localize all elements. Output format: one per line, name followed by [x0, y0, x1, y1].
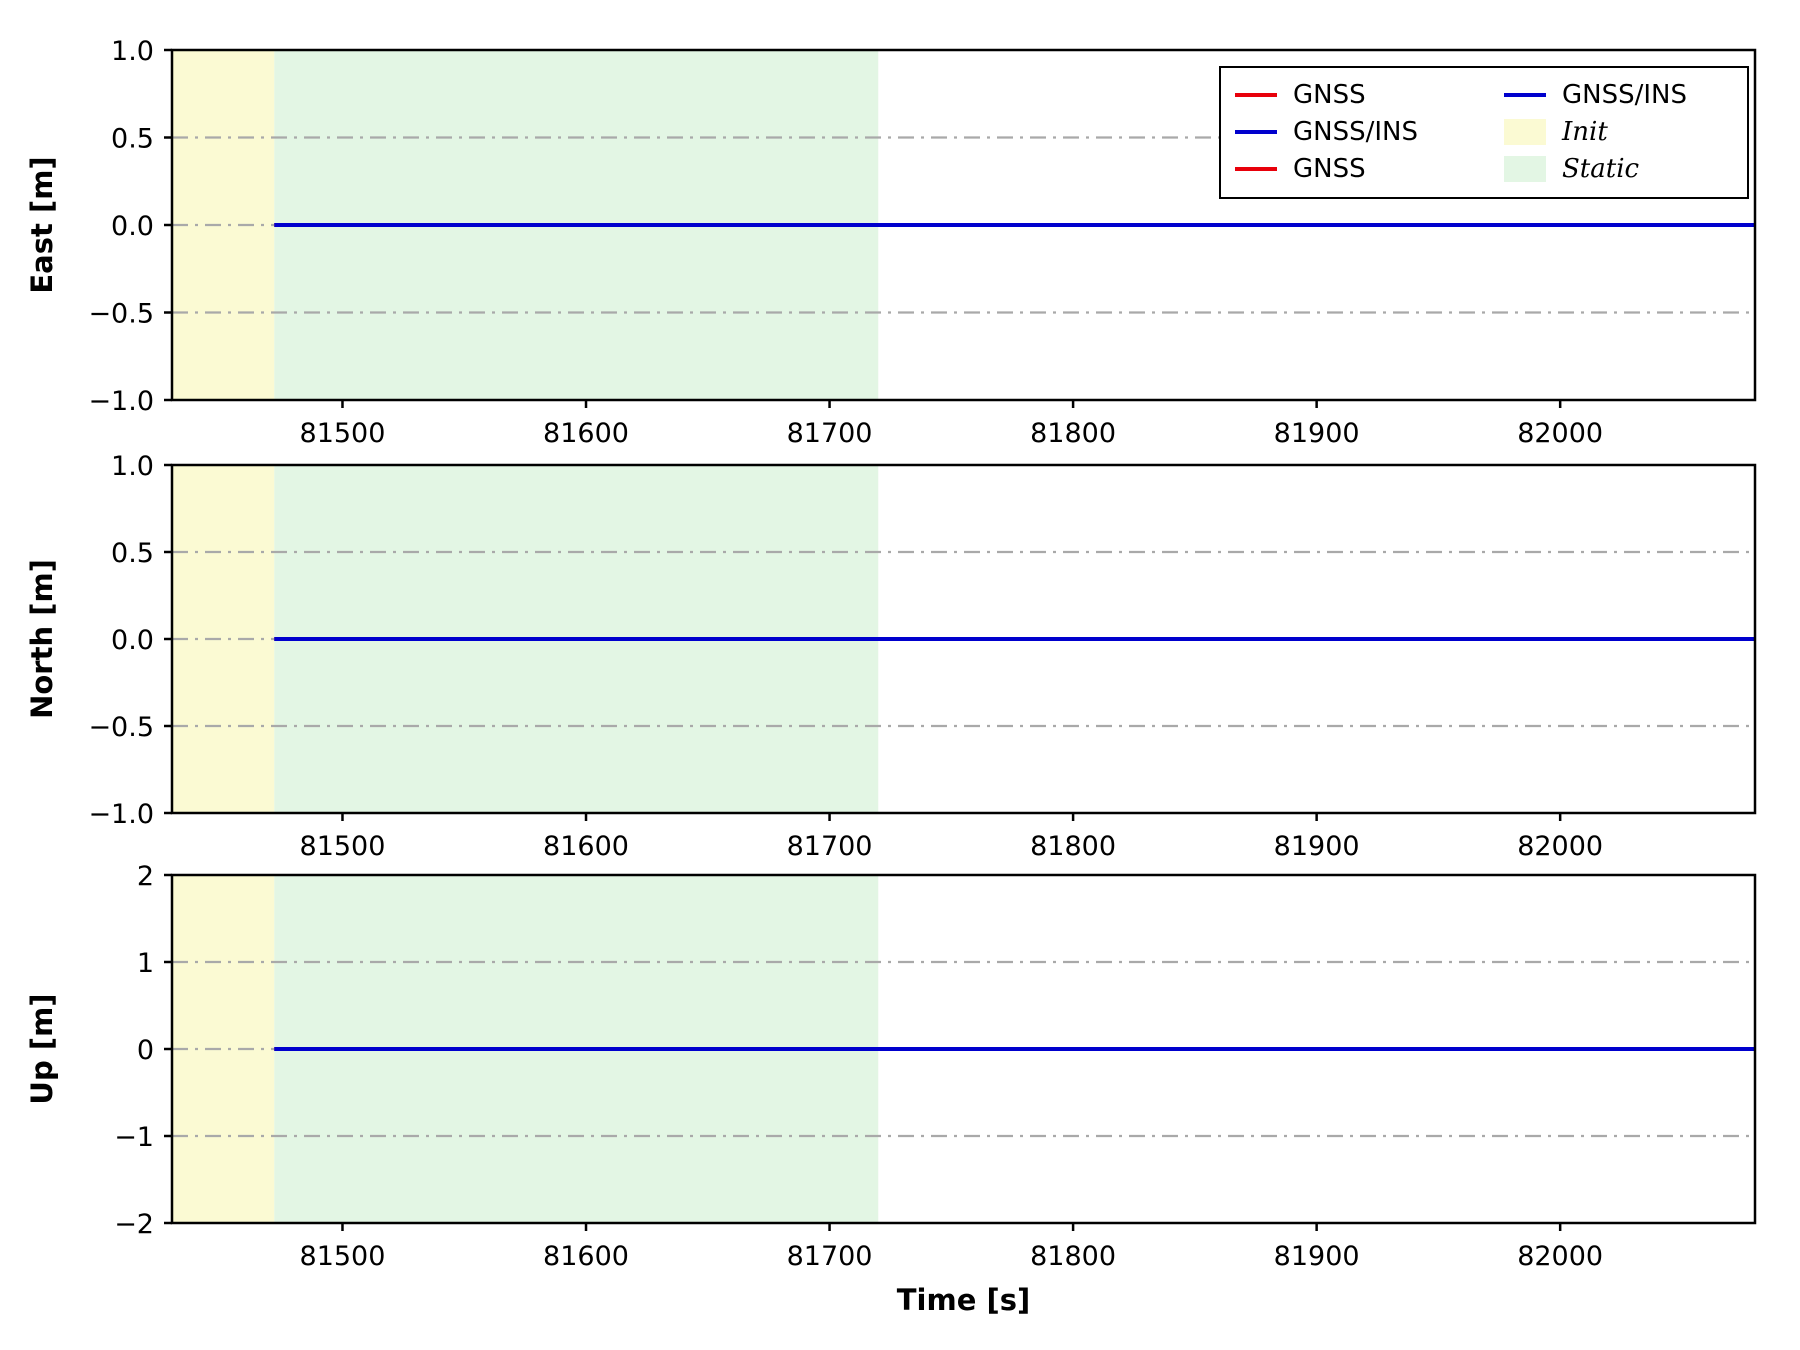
- region-init: [172, 875, 275, 1223]
- subplot-up: −2 −1 0 1 2 81500 81600 81700 81800 81900 82000 Up …: [25, 861, 1757, 1272]
- x-tick-label: 81700: [787, 418, 873, 449]
- y-tick-label: 1.0: [111, 451, 154, 482]
- region-init: [172, 50, 275, 400]
- x-axis-label: Time [s]: [896, 1283, 1031, 1317]
- x-tick-label: 81600: [543, 831, 629, 862]
- y-tick-label: 0.5: [111, 124, 154, 155]
- y-tick-label: 2: [137, 861, 154, 892]
- x-tick-label: 81800: [1030, 418, 1116, 449]
- legend-patch-swatch: [1504, 118, 1546, 145]
- y-tick-label: 0: [137, 1035, 154, 1066]
- y-tick-label: 1.0: [111, 36, 154, 67]
- legend: GNSS GNSS/INS GNSS GNSS/INS Init Static: [1219, 66, 1749, 199]
- subplot-north: −1.0 −0.5 0.0 0.5 1.0 81500 81600 81700 81800 819…: [25, 451, 1757, 862]
- x-tick-label: 81900: [1274, 1241, 1360, 1272]
- legend-item: GNSS/INS: [1235, 113, 1460, 150]
- y-axis-label: North [m]: [25, 559, 59, 719]
- legend-item: Init: [1504, 113, 1729, 150]
- y-axis-label: Up [m]: [25, 993, 59, 1104]
- x-tick-label: 81800: [1030, 1241, 1116, 1272]
- x-tick-label: 81700: [787, 831, 873, 862]
- legend-label: GNSS: [1293, 153, 1366, 184]
- x-tick-label: 81500: [300, 418, 386, 449]
- y-tick-label: −1.0: [88, 386, 154, 417]
- legend-label: GNSS: [1293, 79, 1366, 110]
- legend-line-swatch: [1235, 92, 1277, 97]
- x-tick-label: 82000: [1517, 831, 1603, 862]
- legend-item: GNSS/INS: [1504, 76, 1729, 113]
- legend-patch-swatch: [1504, 155, 1546, 182]
- legend-column: GNSS GNSS/INS GNSS: [1235, 76, 1460, 187]
- legend-item: GNSS: [1235, 76, 1460, 113]
- y-tick-label: −2: [114, 1209, 154, 1240]
- x-tick-label: 82000: [1517, 1241, 1603, 1272]
- y-tick-label: 0.0: [111, 211, 154, 242]
- y-tick-label: −1: [114, 1122, 154, 1153]
- subplot-east: −1.0 −0.5 0.0 0.5 1.0 81500 81600 81700 81800 819…: [25, 36, 1757, 449]
- legend-label: Static: [1562, 153, 1640, 184]
- legend-label: GNSS/INS: [1562, 79, 1687, 110]
- legend-line-swatch: [1504, 92, 1546, 97]
- y-tick-label: 0.5: [111, 538, 154, 569]
- legend-label: GNSS/INS: [1293, 116, 1418, 147]
- legend-line-swatch: [1235, 129, 1277, 134]
- region-init: [172, 465, 275, 813]
- y-tick-label: −1.0: [88, 799, 154, 830]
- legend-column: GNSS/INS Init Static: [1504, 76, 1729, 187]
- legend-item: GNSS: [1235, 150, 1460, 187]
- x-tick-label: 81800: [1030, 831, 1116, 862]
- x-tick-label: 81900: [1274, 418, 1360, 449]
- legend-label: Init: [1562, 116, 1608, 147]
- x-tick-label: 81500: [300, 831, 386, 862]
- y-tick-label: 1: [137, 948, 154, 979]
- y-tick-label: −0.5: [88, 712, 154, 743]
- legend-line-swatch: [1235, 166, 1277, 171]
- x-tick-label: 81500: [300, 1241, 386, 1272]
- x-tick-label: 81700: [787, 1241, 873, 1272]
- y-tick-label: −0.5: [88, 299, 154, 330]
- x-tick-label: 81600: [543, 1241, 629, 1272]
- y-tick-label: 0.0: [111, 625, 154, 656]
- x-tick-label: 82000: [1517, 418, 1603, 449]
- legend-item: Static: [1504, 150, 1729, 187]
- x-tick-label: 81600: [543, 418, 629, 449]
- x-tick-label: 81900: [1274, 831, 1360, 862]
- y-axis-label: East [m]: [25, 156, 59, 293]
